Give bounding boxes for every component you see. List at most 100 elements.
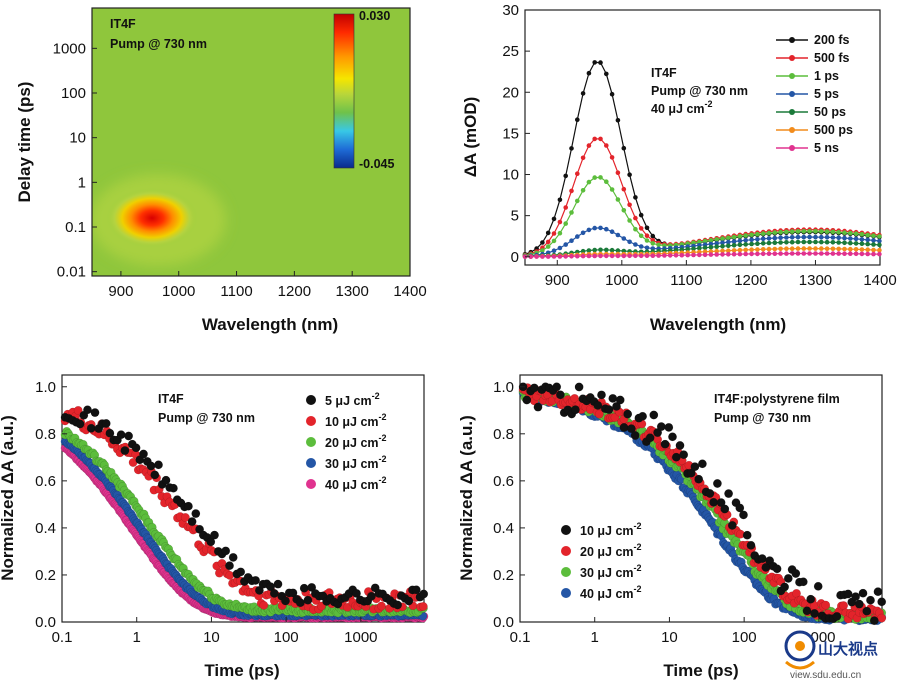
decay-point-0 [866, 595, 875, 605]
spectrum-point [755, 231, 760, 237]
legend-label-2: 20 μJ cm-2 [325, 433, 387, 450]
legend-label-exponent: -2 [634, 563, 642, 573]
spectrum-point [569, 188, 574, 194]
spectrum-point [778, 246, 783, 252]
kinetics-c-annotation-line2: Pump @ 730 nm [158, 411, 255, 425]
decay-point-0 [168, 483, 178, 493]
spectrum-point [575, 171, 580, 176]
kinetics-c-series [60, 405, 429, 623]
spectrum-point [545, 254, 551, 259]
heatmap-y-tick-label: 1000 [53, 40, 86, 57]
heatmap-x-tick-label: 1300 [335, 283, 368, 300]
spectrum-point [545, 230, 551, 236]
spectrum-point [807, 229, 812, 234]
spectrum-point [731, 243, 737, 248]
legend-label-exponent: -2 [634, 521, 642, 531]
legend-label-exponent: -2 [634, 584, 642, 594]
colorbar [333, 13, 355, 169]
spectrum-point [789, 229, 795, 234]
kinetics-C-x-tick-label: 0.1 [52, 629, 73, 646]
decay-point-0 [288, 588, 298, 598]
legend-marker-6 [789, 145, 795, 151]
spectrum-point [772, 230, 778, 235]
kinetics-D-x-tick-label: 0.1 [510, 629, 531, 646]
decay-point-0 [571, 405, 580, 415]
decay-point-0 [139, 449, 148, 459]
spectrum-point [691, 240, 696, 246]
spectrum-point [865, 241, 870, 247]
kinetics-d-y-axis-title: Normalized ΔA (a.u.) [457, 415, 476, 581]
spectra-axes: 900 1000 1100 1200 1300 1400 0 5 10 15 20 25 30 [502, 2, 896, 289]
spectrum-point [644, 238, 650, 243]
spectrum-point [598, 225, 603, 231]
spectrum-point [708, 244, 714, 250]
spectrum-point [830, 229, 836, 235]
decay-point-0 [851, 592, 860, 602]
spectrum-point [604, 226, 609, 232]
spectrum-point [673, 253, 679, 258]
decay-point-0 [533, 402, 543, 412]
kinetics-D-y-tick-label: 0.0 [493, 614, 514, 631]
spectrum-point [749, 241, 754, 247]
spectrum-point [819, 246, 824, 251]
spectrum-point [609, 91, 615, 97]
spectrum-point [702, 238, 708, 244]
spectrum-point [638, 244, 644, 249]
heatmap-y-tick-label: 10 [69, 130, 86, 147]
kinetics-c-x-axis-title: Time (ps) [204, 661, 279, 680]
spectrum-point [848, 236, 853, 241]
decay-point-0 [757, 554, 767, 563]
legend-marker-4 [789, 109, 795, 115]
decay-point-0 [273, 579, 283, 589]
legend-label-1: 20 μJ cm-2 [580, 542, 642, 559]
legend-marker-4 [306, 479, 316, 489]
spectrum-point [760, 247, 766, 252]
decay-point-0 [698, 459, 707, 469]
heatmap-x-tick-label: 900 [108, 283, 133, 300]
spectrum-point [580, 230, 586, 236]
decay-point-0 [206, 537, 216, 547]
decay-point-0 [574, 382, 584, 392]
decay-point-0 [798, 577, 808, 587]
spectrum-point [650, 253, 656, 258]
spectrum-point [569, 238, 574, 243]
spectrum-point [772, 240, 778, 245]
spectrum-point [865, 237, 870, 243]
decay-point-0 [150, 470, 160, 480]
spectrum-point [877, 242, 882, 248]
spectrum-point [871, 251, 876, 257]
spectra-x-tick-label: 1400 [863, 272, 896, 289]
spectrum-point [540, 254, 545, 259]
decay-point-0 [221, 546, 231, 556]
spectrum-point [871, 242, 876, 247]
spectrum-point [766, 246, 772, 252]
decay-point-0 [869, 616, 879, 626]
spectrum-point [824, 229, 830, 234]
decay-point-0 [854, 599, 864, 609]
spectrum-point [615, 253, 621, 259]
spectrum-point [638, 253, 644, 259]
spectrum-point [633, 242, 638, 247]
spectrum-point [592, 253, 597, 259]
spectrum-point [586, 143, 592, 148]
spectra-fluence-text: 40 μJ cm [651, 102, 705, 116]
spectrum-point [598, 136, 603, 142]
spectrum-point [621, 236, 627, 241]
decay-point-0 [120, 446, 130, 455]
spectrum-point [766, 236, 772, 241]
spectrum-point [830, 240, 836, 245]
kinetics-C-y-tick-label: 0.2 [35, 567, 56, 584]
decay-point-0 [638, 411, 647, 421]
legend-marker-5 [789, 127, 795, 133]
spectrum-point [859, 251, 865, 257]
spectrum-point [789, 251, 795, 256]
decay-point-0 [187, 517, 197, 526]
colorbar-max-label: 0.030 [359, 9, 390, 23]
decay-point-1 [839, 601, 848, 610]
spectrum-point [586, 227, 592, 233]
decay-point-0 [281, 596, 290, 606]
spectrum-point [853, 231, 859, 236]
kinetics-d-series [518, 382, 887, 626]
spectrum-point [772, 246, 778, 252]
legend-label-2: 1 ps [814, 69, 839, 83]
